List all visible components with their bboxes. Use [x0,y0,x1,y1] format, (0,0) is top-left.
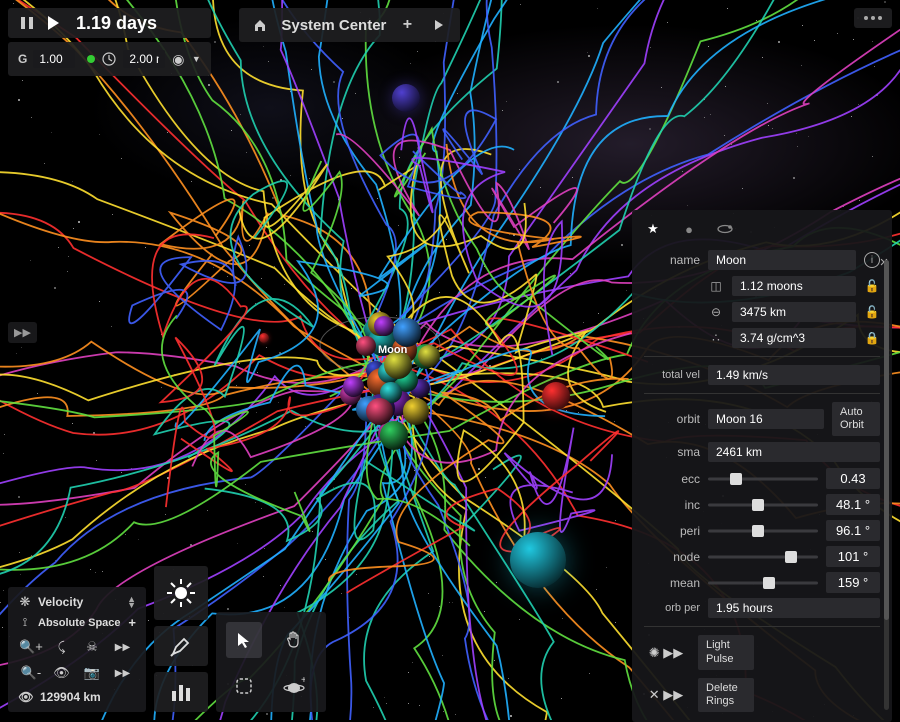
chart-tool[interactable] [154,672,208,712]
inc-slider[interactable] [708,496,818,514]
mean-label: mean [644,576,700,590]
ecc-slider[interactable] [708,470,818,488]
sim-params-panel: G ◉ ▼ [8,42,211,76]
brush-tool[interactable] [154,626,208,666]
step-dropdown-icon[interactable]: ▼ [191,48,201,70]
orbper-value[interactable]: 1.95 hours [708,598,880,618]
orbper-label: orb per [644,602,700,614]
selected-body-label: Moon [378,344,407,356]
peri-slider[interactable] [708,522,818,540]
sma-value[interactable]: 2461 km [708,442,880,462]
top-bar: 1.19 days G ◉ ▼ System Center + [8,8,892,76]
light-pulse-button[interactable]: Light Pulse [698,635,754,669]
light-pulse-icon: ✺ ▶▶ [644,645,688,661]
mean-value[interactable]: 159 ° [826,572,880,593]
tool-column [154,566,208,712]
mass-value[interactable]: 1.12 moons [732,276,856,296]
select-mode[interactable] [226,668,262,704]
totalvel-value[interactable]: 1.49 km/s [708,365,880,385]
skip-fwd-button[interactable]: ▶▶ [110,636,136,658]
eye-button[interactable]: 👁 [49,662,75,684]
cursor-mode-panel: + [216,612,326,712]
nav-title[interactable]: System Center [281,17,386,34]
node-value[interactable]: 101 ° [826,546,880,567]
object-inspector: ★ ● × name Moon i ◫ 1.12 moons 🔓 ⊖ 3475 … [632,210,892,722]
zoom-tool-button[interactable]: ⤹ [49,636,75,658]
zoom-in-button[interactable]: 🔍+ [18,636,44,658]
tab-body[interactable]: ● [680,220,698,238]
sma-label: sma [644,445,700,459]
tab-star[interactable]: ★ [644,220,662,238]
space-icon: ⟟ [18,616,32,630]
zoom-out-button[interactable]: 🔍- [18,662,44,684]
skip-fwd2-button[interactable]: ▶▶ [110,662,136,684]
node-slider[interactable] [708,548,818,566]
sun-tool[interactable] [154,566,208,620]
inc-label: inc [644,498,700,512]
delete-rings-button[interactable]: Delete Rings [698,678,754,712]
view-distance-icon: 👁 [18,690,34,704]
tab-orbit[interactable] [716,220,734,238]
velocity-icon: ❋ [18,595,32,609]
pan-mode[interactable] [276,622,312,658]
pause-button[interactable] [16,12,38,34]
display-mode-select[interactable]: Velocity [38,595,121,609]
name-value[interactable]: Moon [708,250,856,270]
elapsed-time: 1.19 days [76,13,157,34]
radius-icon: ⊖ [708,305,724,319]
fast-forward-button[interactable]: ▶▶ [8,322,37,343]
home-icon[interactable] [249,14,271,36]
density-icon: ∴ [708,331,724,345]
clock-icon [101,51,117,67]
skull-button[interactable]: ☠ [79,636,105,658]
camera-button[interactable]: 📷 [79,662,105,684]
view-distance: 129904 km [40,690,101,704]
reference-frame-select[interactable]: Absolute Space [38,617,122,629]
auto-orbit-button[interactable]: Auto Orbit [832,402,880,436]
play-button[interactable] [42,12,64,34]
peri-value[interactable]: 96.1 ° [826,520,880,541]
gravity-input[interactable] [33,50,75,68]
frame-add-button[interactable]: + [128,615,136,630]
add-button[interactable]: + [396,14,418,36]
add-body-mode[interactable]: + [276,668,312,704]
mass-lock[interactable]: 🔓 [864,279,880,293]
density-lock[interactable]: 🔒 [864,331,880,345]
view-settings-panel: ❋ Velocity ▲▼ ⟟ Absolute Space + 🔍+ ⤹ ☠ … [8,587,146,712]
orbit-label: orbit [644,412,700,426]
name-label: name [644,253,700,267]
radius-lock[interactable]: 🔓 [864,305,880,319]
delete-rings-icon: ✕ ▶▶ [644,687,688,703]
totalvel-label: total vel [644,369,700,381]
navigation-panel: System Center + [239,8,460,42]
record-icon[interactable]: ◉ [171,48,185,70]
mass-icon: ◫ [708,279,724,293]
mode1-stepper[interactable]: ▲▼ [127,596,136,608]
density-value[interactable]: 3.74 g/cm^3 [732,328,856,348]
nav-play-icon[interactable] [428,14,450,36]
inc-value[interactable]: 48.1 ° [826,494,880,515]
peri-label: peri [644,524,700,538]
ecc-label: ecc [644,472,700,486]
inspector-scrollbar[interactable] [884,260,889,710]
status-indicator [87,55,95,63]
timestep-input[interactable] [123,50,165,68]
gravity-label: G [18,52,27,66]
ecc-value[interactable]: 0.43 [826,468,880,489]
node-label: node [644,550,700,564]
pointer-mode[interactable] [226,622,262,658]
mean-slider[interactable] [708,574,818,592]
playback-panel: 1.19 days [8,8,211,38]
orbit-value[interactable]: Moon 16 [708,409,824,429]
svg-text:+: + [301,677,305,686]
radius-value[interactable]: 3475 km [732,302,856,322]
